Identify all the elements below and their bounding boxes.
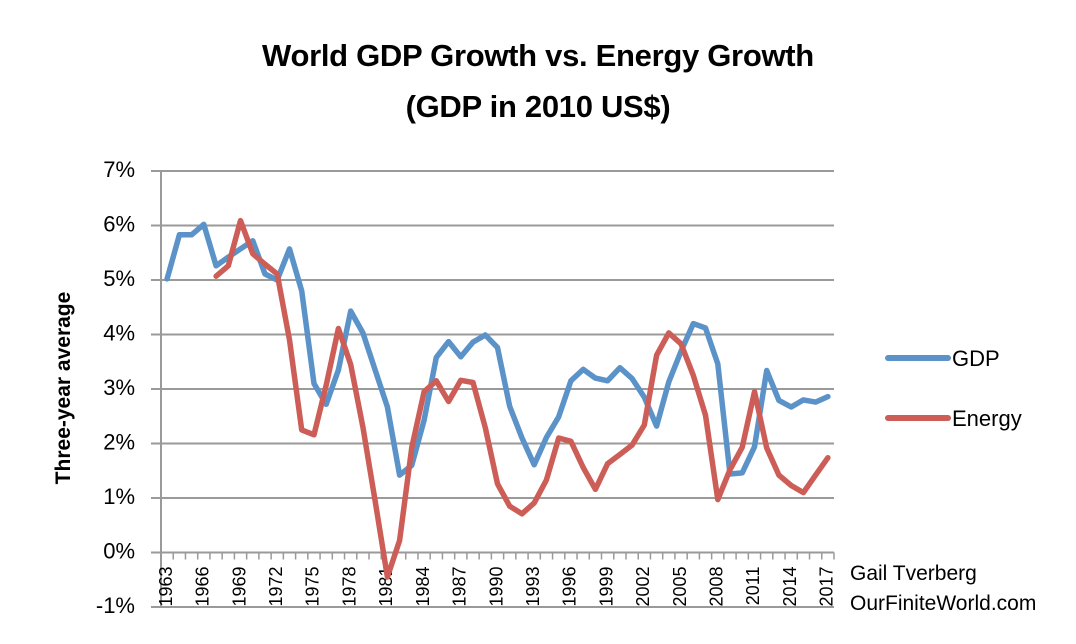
series-lines xyxy=(164,217,831,580)
x-tick-label: 1993 xyxy=(523,567,543,607)
legend-label-gdp: GDP xyxy=(952,346,1000,371)
x-tick-label: 1984 xyxy=(413,567,433,607)
x-tick-label: 1972 xyxy=(266,567,286,607)
y-tick-label: 5% xyxy=(103,266,135,291)
x-tick-label: 1987 xyxy=(450,567,470,607)
x-tick-label: 1981 xyxy=(376,567,396,607)
x-tick-label: 2005 xyxy=(670,567,690,607)
chart-title: World GDP Growth vs. Energy Growth xyxy=(262,38,814,73)
axes xyxy=(160,171,835,607)
x-tick-label: 1999 xyxy=(596,567,616,607)
gridlines xyxy=(151,170,834,608)
x-tick-label: 2002 xyxy=(633,567,653,607)
author-credit: Gail Tverberg xyxy=(850,562,977,585)
y-tick-label: 3% xyxy=(103,375,135,400)
x-tick-label: 2017 xyxy=(817,567,837,607)
x-tick-label: 2014 xyxy=(780,567,800,607)
x-tick-label: 2011 xyxy=(743,567,763,606)
x-tick-label: 1975 xyxy=(303,567,323,607)
site-credit: OurFiniteWorld.com xyxy=(850,592,1037,615)
y-tick-labels: -1% 0% 1% 2% 3% 4% 5% 6% 7% xyxy=(96,157,135,618)
x-tick-label: 2008 xyxy=(707,567,727,607)
series-line-energy xyxy=(213,217,831,580)
x-tick-label: 1966 xyxy=(193,567,213,607)
y-tick-label: 6% xyxy=(103,211,135,236)
chart-subtitle: (GDP in 2010 US$) xyxy=(405,89,671,124)
y-tick-label: -1% xyxy=(96,593,135,618)
legend-label-energy: Energy xyxy=(952,406,1022,431)
x-tick-label: 1963 xyxy=(156,567,176,607)
x-tick-label: 1990 xyxy=(486,567,506,607)
x-tick-label: 1978 xyxy=(339,567,359,607)
legend: GDP Energy xyxy=(885,346,1022,431)
x-tick-label: 1969 xyxy=(229,567,249,607)
y-axis-label: Three-year average xyxy=(52,292,75,485)
y-tick-label: 2% xyxy=(103,429,135,454)
x-tick-labels: 1963 1966 1969 1972 1975 1978 1981 1984 1987 1990… xyxy=(156,567,837,607)
x-tick-label: 1996 xyxy=(560,567,580,607)
y-tick-label: 0% xyxy=(103,538,135,563)
y-tick-label: 4% xyxy=(103,320,135,345)
y-tick-label: 7% xyxy=(103,157,135,182)
y-tick-label: 1% xyxy=(103,484,135,509)
